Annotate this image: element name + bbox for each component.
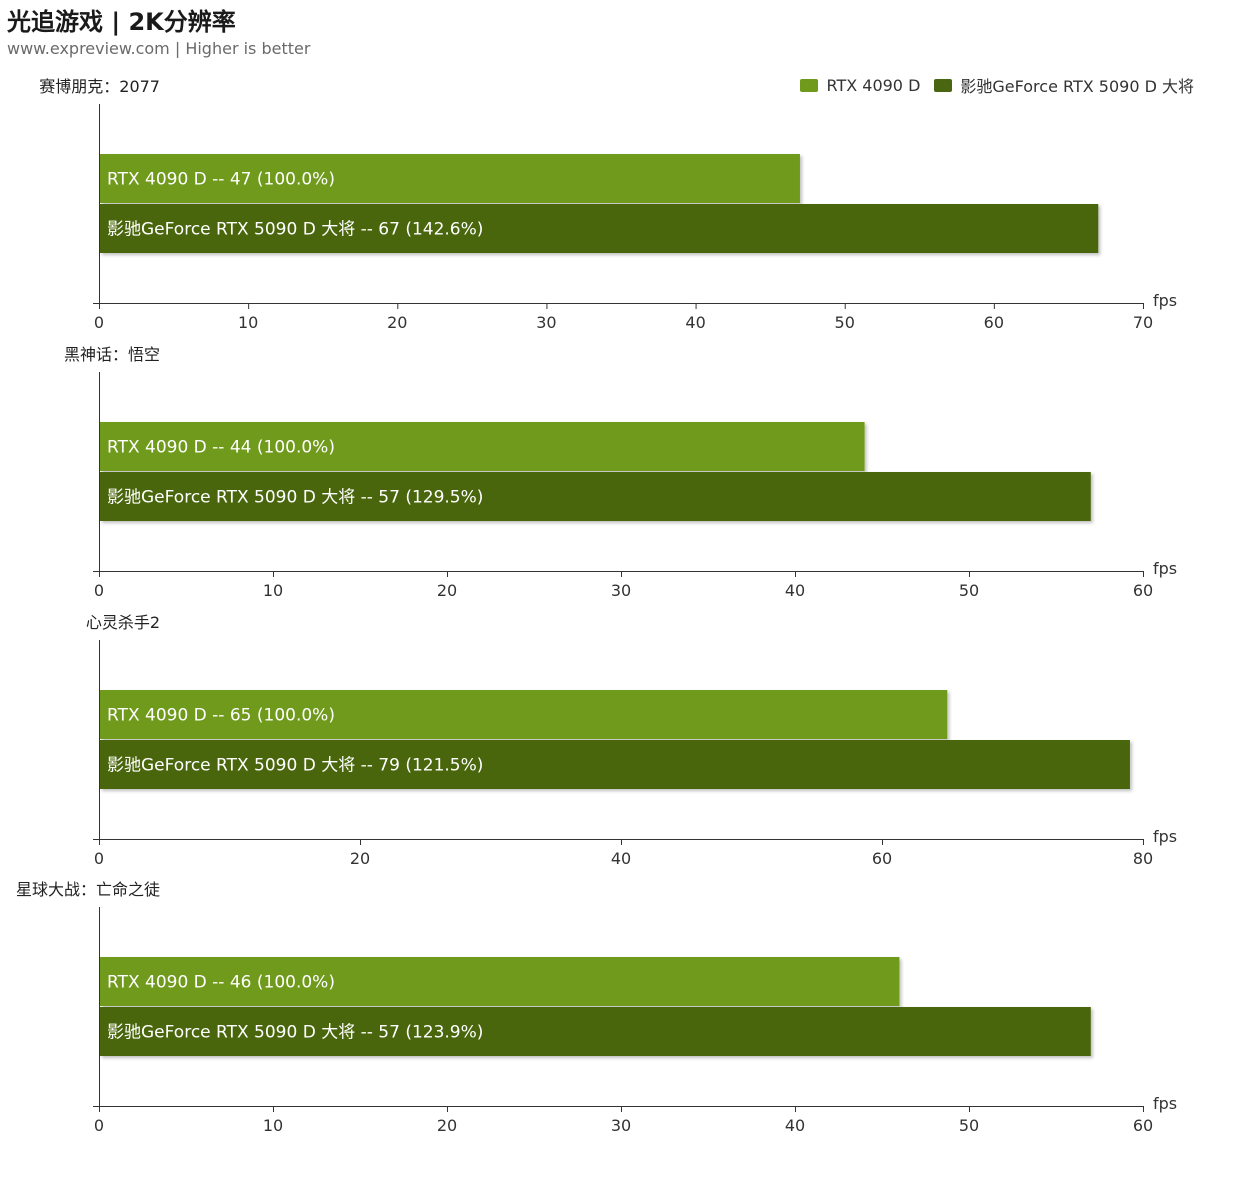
x-tick-label: 10 (263, 1116, 283, 1135)
x-tick-label: 10 (263, 581, 283, 600)
x-tick-label: 40 (785, 1116, 805, 1135)
bar-rtx-5090d (100, 1007, 1091, 1056)
x-tick-label: 60 (1133, 1116, 1153, 1135)
x-tick-label: 30 (611, 1116, 631, 1135)
legend-item-rtx-4090d[interactable]: RTX 4090 D (800, 76, 920, 95)
x-tick-label: 60 (984, 313, 1004, 332)
bar-rtx-4090d (100, 422, 865, 471)
chart-title: 光追游戏 | 2K分辨率 (7, 8, 236, 36)
x-tick-label: 50 (959, 1116, 979, 1135)
legend: RTX 4090 D 影驰GeForce RTX 5090 D 大将 (800, 73, 1194, 97)
x-tick-label: 80 (1133, 849, 1153, 868)
x-axis-unit-label: fps (1153, 1094, 1177, 1113)
x-axis-unit-label: fps (1153, 559, 1177, 578)
x-tick-label: 50 (959, 581, 979, 600)
bar-label: RTX 4090 D -- 65 (100.0%) (107, 706, 335, 726)
panel-title-3: 心灵杀手2 (86, 613, 160, 632)
bar-label: 影驰GeForce RTX 5090 D 大将 -- 57 (129.5%) (107, 488, 483, 508)
bar-label: 影驰GeForce RTX 5090 D 大将 -- 67 (142.6%) (107, 220, 483, 240)
bar-label: RTX 4090 D -- 47 (100.0%) (107, 170, 335, 190)
panel-title-2: 黑神话：悟空 (64, 345, 160, 364)
x-tick-label: 0 (94, 1116, 104, 1135)
x-tick-label: 0 (94, 849, 104, 868)
panel-title-1: 赛博朋克：2077 (39, 77, 160, 96)
x-tick-label: 40 (785, 581, 805, 600)
bar-label: RTX 4090 D -- 44 (100.0%) (107, 438, 335, 458)
x-tick-label: 40 (685, 313, 705, 332)
x-tick-label: 30 (611, 581, 631, 600)
x-tick-label: 0 (94, 313, 104, 332)
x-tick-label: 30 (536, 313, 556, 332)
x-tick-label: 20 (387, 313, 407, 332)
chart-subtitle: www.expreview.com | Higher is better (7, 39, 311, 58)
x-tick-label: 50 (835, 313, 855, 332)
x-axis-unit-label: fps (1153, 827, 1177, 846)
legend-swatch-rtx-4090d (800, 78, 819, 92)
bar-label: 影驰GeForce RTX 5090 D 大将 -- 57 (123.9%) (107, 1023, 483, 1043)
bar-rtx-5090d (100, 472, 1091, 521)
bar-rtx-4090d (100, 690, 948, 739)
x-axis-unit-label: fps (1153, 291, 1177, 310)
legend-swatch-rtx-5090d (934, 78, 953, 92)
legend-item-rtx-5090d[interactable]: 影驰GeForce RTX 5090 D 大将 (934, 73, 1194, 97)
x-tick-label: 60 (872, 849, 892, 868)
x-tick-label: 10 (238, 313, 258, 332)
x-tick-label: 60 (1133, 581, 1153, 600)
x-tick-label: 20 (350, 849, 370, 868)
x-tick-label: 20 (437, 581, 457, 600)
x-tick-label: 40 (611, 849, 631, 868)
x-tick-label: 20 (437, 1116, 457, 1135)
x-tick-label: 0 (94, 581, 104, 600)
bar-rtx-4090d (100, 957, 900, 1006)
panel-title-4: 星球大战：亡命之徒 (16, 880, 160, 899)
bar-label: RTX 4090 D -- 46 (100.0%) (107, 973, 335, 993)
bar-rtx-5090d (100, 740, 1130, 789)
bar-rtx-5090d (100, 204, 1099, 253)
bar-label: 影驰GeForce RTX 5090 D 大将 -- 79 (121.5%) (107, 756, 483, 776)
legend-label-rtx-5090d: 影驰GeForce RTX 5090 D 大将 (960, 77, 1194, 96)
legend-label-rtx-4090d: RTX 4090 D (826, 75, 921, 95)
x-tick-label: 70 (1133, 313, 1153, 332)
bar-rtx-4090d (100, 154, 800, 203)
